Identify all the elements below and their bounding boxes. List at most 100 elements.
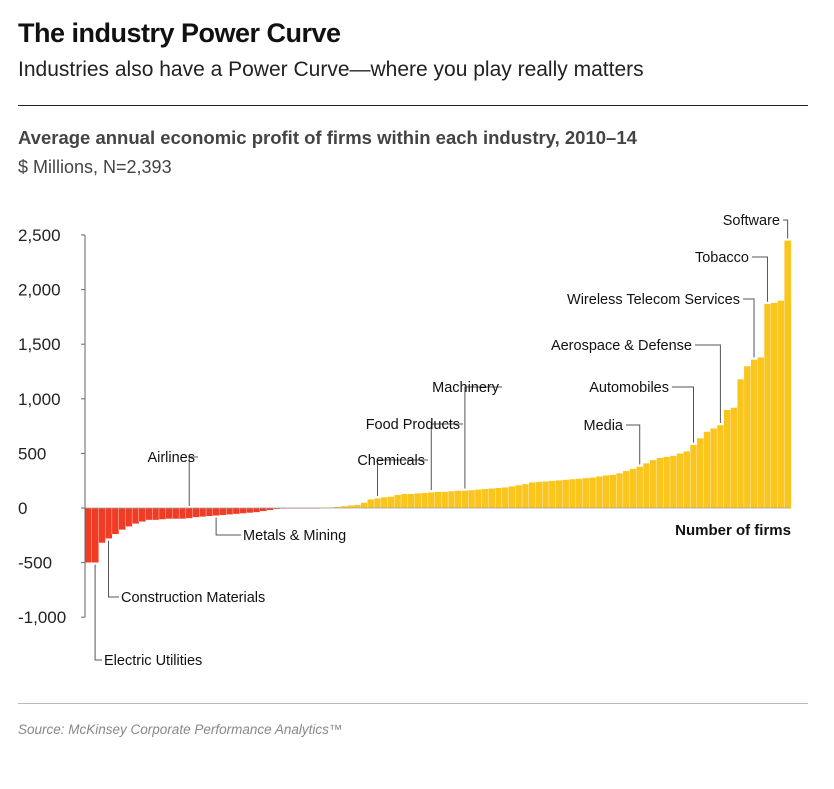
bar-74 bbox=[582, 477, 590, 509]
bar-45 bbox=[387, 496, 395, 509]
annotation-leader bbox=[695, 344, 721, 424]
bar-44 bbox=[380, 496, 389, 509]
annotation-label: Media bbox=[584, 418, 624, 434]
bar-85 bbox=[656, 457, 664, 509]
bar-73 bbox=[575, 478, 584, 509]
annotation-label: Aerospace & Defense bbox=[551, 338, 692, 354]
bar-64 bbox=[515, 484, 523, 509]
bar-39 bbox=[347, 505, 355, 509]
annotation-leader bbox=[752, 256, 768, 302]
bar-26 bbox=[259, 507, 268, 512]
annotation-leader bbox=[215, 517, 241, 536]
bar-40 bbox=[353, 504, 362, 509]
bar-3 bbox=[104, 507, 113, 539]
bar-102 bbox=[770, 302, 779, 509]
bar-23 bbox=[239, 507, 247, 514]
bar-77 bbox=[602, 475, 610, 509]
y-tick-label: 2,000 bbox=[18, 281, 61, 300]
bar-78 bbox=[609, 474, 617, 509]
annotation-label: Software bbox=[723, 213, 780, 229]
bar-83 bbox=[642, 463, 651, 509]
bar-24 bbox=[246, 507, 254, 514]
header-divider bbox=[18, 105, 808, 106]
annotation-label: Airlines bbox=[147, 450, 195, 466]
bar-93 bbox=[710, 428, 718, 509]
bar-103 bbox=[777, 300, 785, 509]
bar-89 bbox=[683, 451, 691, 509]
bar-50 bbox=[421, 492, 429, 509]
bar-58 bbox=[474, 489, 483, 509]
annotation-leader bbox=[743, 298, 755, 358]
bar-47 bbox=[400, 493, 409, 509]
y-tick-label: 1,500 bbox=[18, 335, 61, 354]
bar-60 bbox=[488, 488, 496, 509]
bar-group bbox=[84, 240, 792, 563]
bar-16 bbox=[192, 507, 200, 518]
annotation-label: Electric Utilities bbox=[104, 653, 202, 669]
bar-13 bbox=[172, 507, 180, 520]
bar-66 bbox=[528, 482, 536, 509]
annotation-label: Food Products bbox=[366, 417, 460, 433]
bar-22 bbox=[232, 507, 241, 515]
bar-71 bbox=[562, 479, 570, 509]
bar-96 bbox=[730, 407, 738, 509]
bar-15 bbox=[185, 507, 194, 519]
bar-41 bbox=[360, 502, 368, 509]
bar-17 bbox=[199, 507, 207, 517]
bar-10 bbox=[152, 507, 160, 521]
bar-104 bbox=[784, 240, 792, 509]
annotation-leader bbox=[94, 564, 102, 661]
y-axis: 2,500 2,000 1,500 1,000 500 0 -500 -1,000 bbox=[18, 226, 86, 627]
bar-8 bbox=[138, 507, 146, 522]
bar-9 bbox=[145, 507, 153, 521]
y-tick-label: 0 bbox=[18, 499, 27, 518]
y-tick-label: 500 bbox=[18, 444, 46, 463]
annotation-label: Automobiles bbox=[589, 380, 669, 396]
annotation-leader bbox=[108, 540, 119, 598]
chart-subtitle: $ Millions, N=2,393 bbox=[18, 157, 172, 177]
bar-80 bbox=[622, 470, 631, 509]
bar-5 bbox=[118, 507, 126, 531]
bar-97 bbox=[737, 378, 745, 509]
chart-area: 2,500 2,000 1,500 1,000 500 0 -500 -1,000 Elect… bbox=[18, 213, 792, 669]
annotation-leader bbox=[672, 386, 695, 443]
bar-98 bbox=[743, 365, 752, 509]
bar-51 bbox=[427, 491, 436, 509]
bar-90 bbox=[689, 444, 698, 509]
source-note: Source: McKinsey Corporate Performance A… bbox=[18, 722, 343, 737]
bar-100 bbox=[757, 357, 765, 509]
annotation-label: Chemicals bbox=[357, 453, 425, 469]
bar-82 bbox=[636, 466, 644, 509]
bar-25 bbox=[252, 507, 261, 513]
bar-48 bbox=[407, 493, 415, 509]
bar-12 bbox=[165, 507, 173, 520]
bar-52 bbox=[434, 491, 442, 509]
bar-7 bbox=[131, 507, 140, 525]
bar-19 bbox=[212, 507, 220, 516]
bar-84 bbox=[649, 459, 657, 509]
bar-56 bbox=[461, 490, 469, 509]
bar-14 bbox=[178, 507, 187, 520]
bar-95 bbox=[723, 409, 731, 509]
bar-43 bbox=[373, 497, 382, 509]
annotation-leader bbox=[783, 219, 789, 239]
bar-75 bbox=[589, 477, 597, 509]
annotation-label: Metals & Mining bbox=[243, 528, 346, 544]
bar-63 bbox=[508, 485, 516, 509]
bar-91 bbox=[696, 437, 705, 509]
annotation-leader bbox=[376, 459, 428, 497]
bar-2 bbox=[98, 507, 106, 544]
bar-86 bbox=[663, 456, 671, 509]
bar-18 bbox=[205, 507, 214, 517]
annotation-leader bbox=[430, 423, 463, 491]
bar-46 bbox=[394, 494, 402, 509]
bar-53 bbox=[441, 491, 449, 509]
bar-65 bbox=[521, 483, 530, 509]
annotation-label: Machinery bbox=[432, 380, 500, 396]
bar-42 bbox=[367, 499, 375, 509]
page-subtitle: Industries also have a Power Curve—where… bbox=[18, 58, 644, 81]
bar-87 bbox=[669, 455, 678, 509]
bar-69 bbox=[548, 480, 557, 509]
y-tick-label: -1,000 bbox=[18, 608, 66, 627]
bar-72 bbox=[568, 478, 577, 509]
